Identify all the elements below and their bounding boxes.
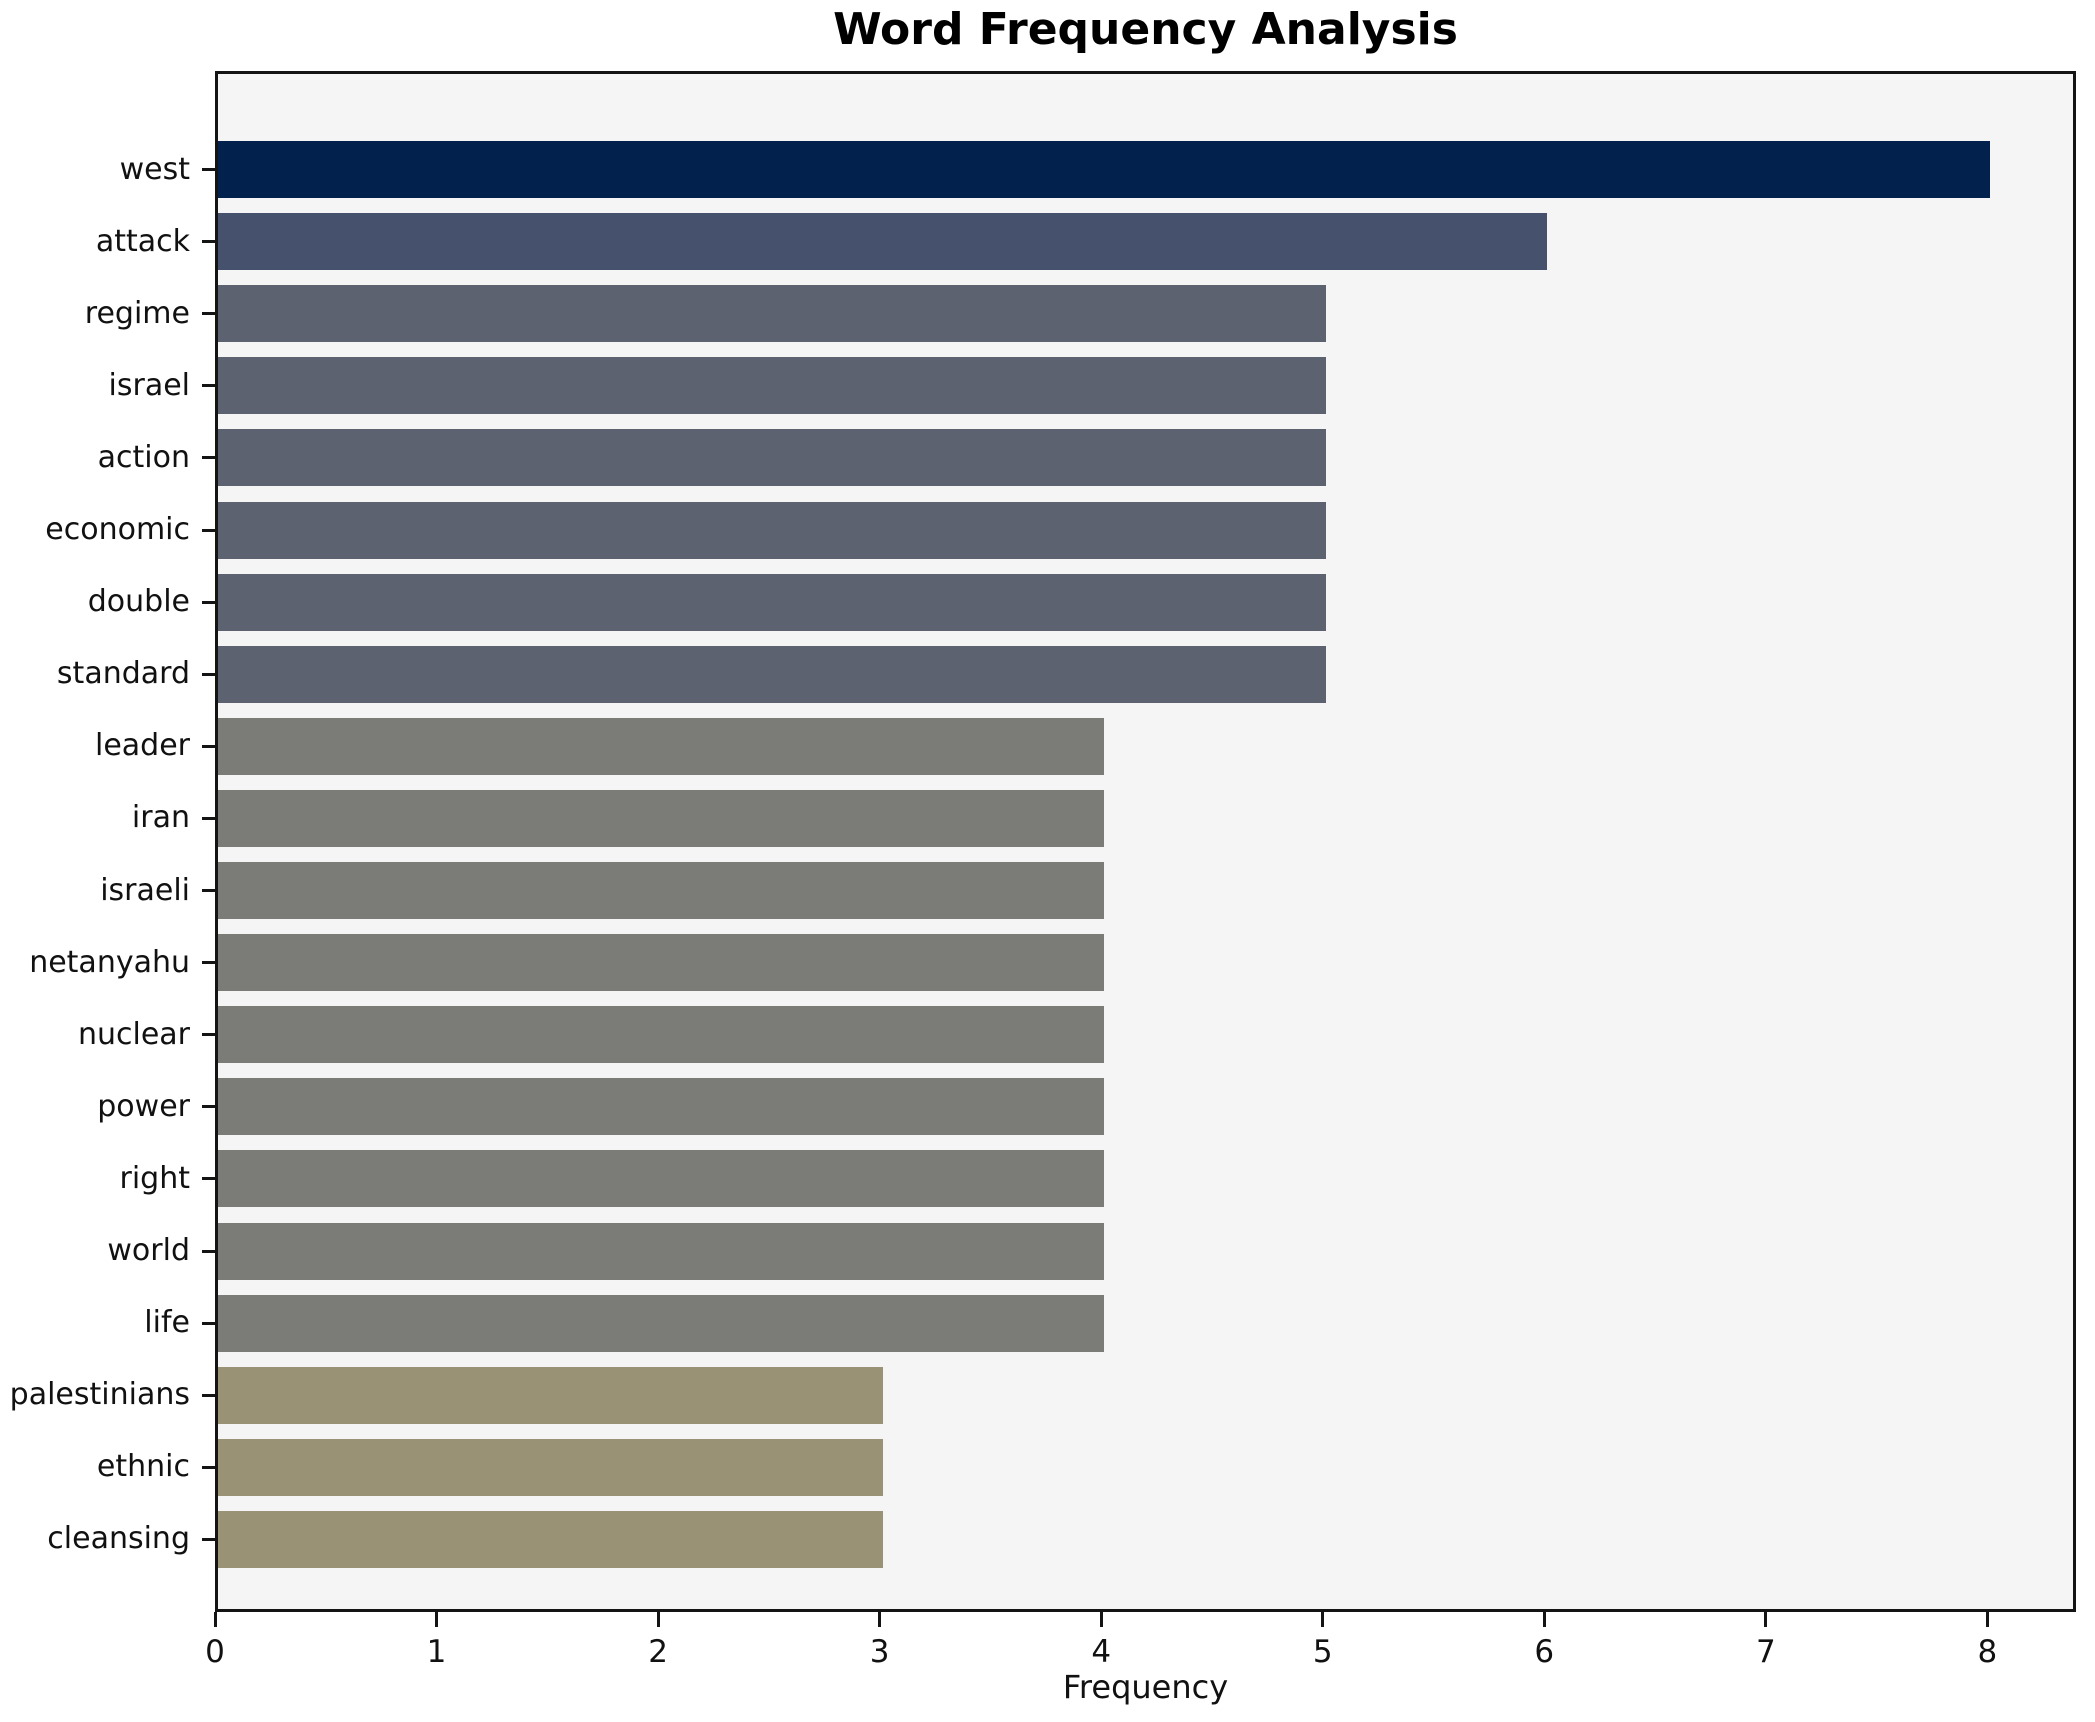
x-axis-label: Frequency — [1062, 1668, 1229, 1706]
xtick-mark — [656, 1612, 660, 1627]
plot-area — [215, 71, 2076, 1612]
bar-power — [218, 1078, 1104, 1136]
xtick-mark — [878, 1612, 882, 1627]
bar-regime — [218, 285, 1326, 343]
ytick-mark — [202, 1393, 215, 1397]
ytick-mark — [202, 240, 215, 244]
xtick-label-7: 7 — [1755, 1634, 1776, 1670]
ytick-mark — [202, 1033, 215, 1037]
bar-standard — [218, 645, 1326, 703]
xtick-mark — [1099, 1612, 1103, 1627]
ytick-label-netanyahu: netanyahu — [29, 944, 190, 980]
chart-title: Word Frequency Analysis — [833, 4, 1458, 55]
ytick-label-iran: iran — [131, 800, 190, 836]
bar-life — [218, 1294, 1104, 1352]
ytick-mark — [202, 312, 215, 316]
ytick-label-power: power — [97, 1088, 190, 1124]
bar-ethnic — [218, 1438, 883, 1496]
ytick-label-action: action — [97, 439, 190, 475]
ytick-label-palestinians: palestinians — [9, 1377, 190, 1413]
ytick-mark — [202, 1465, 215, 1469]
bar-iran — [218, 789, 1104, 847]
bar-israel — [218, 357, 1326, 415]
ytick-mark — [202, 1321, 215, 1325]
ytick-mark — [202, 1105, 215, 1109]
ytick-label-israeli: israeli — [100, 872, 190, 908]
bar-double — [218, 573, 1326, 631]
bar-nuclear — [218, 1006, 1104, 1064]
ytick-label-west: west — [119, 151, 190, 187]
ytick-label-nuclear: nuclear — [77, 1016, 190, 1052]
bar-leader — [218, 717, 1104, 775]
xtick-label-0: 0 — [205, 1634, 225, 1670]
ytick-mark — [202, 456, 215, 460]
xtick-mark — [435, 1612, 439, 1627]
ytick-mark — [202, 1177, 215, 1181]
xtick-mark — [1321, 1612, 1325, 1627]
bar-cleansing — [218, 1510, 883, 1568]
bar-attack — [218, 213, 1547, 271]
xtick-mark — [213, 1612, 217, 1627]
ytick-label-cleansing: cleansing — [47, 1521, 190, 1557]
xtick-mark — [1764, 1612, 1768, 1627]
bar-world — [218, 1222, 1104, 1280]
xtick-label-6: 6 — [1534, 1634, 1555, 1670]
xtick-mark — [1985, 1612, 1989, 1627]
ytick-mark — [202, 384, 215, 388]
bar-israeli — [218, 862, 1104, 919]
xtick-label-8: 8 — [1977, 1634, 1998, 1670]
xtick-label-4: 4 — [1091, 1634, 1112, 1670]
bar-west — [218, 141, 1990, 198]
ytick-label-life: life — [144, 1305, 190, 1341]
bar-right — [218, 1150, 1104, 1208]
bar-netanyahu — [218, 934, 1104, 992]
ytick-mark — [202, 816, 215, 820]
ytick-label-leader: leader — [94, 728, 190, 764]
ytick-label-double: double — [87, 584, 190, 620]
ytick-label-attack: attack — [95, 223, 190, 259]
ytick-mark — [202, 672, 215, 676]
ytick-label-standard: standard — [56, 656, 190, 692]
xtick-mark — [1542, 1612, 1546, 1627]
ytick-mark — [202, 528, 215, 532]
bar-economic — [218, 501, 1326, 559]
bar-palestinians — [218, 1366, 883, 1424]
ytick-label-right: right — [119, 1160, 191, 1196]
ytick-label-world: world — [107, 1233, 190, 1268]
xtick-label-5: 5 — [1312, 1634, 1333, 1670]
ytick-mark — [202, 1537, 215, 1541]
xtick-label-3: 3 — [869, 1634, 890, 1670]
ytick-label-ethnic: ethnic — [96, 1449, 190, 1485]
bar-action — [218, 429, 1326, 487]
xtick-label-1: 1 — [426, 1634, 447, 1670]
ytick-mark — [202, 889, 215, 892]
ytick-mark — [202, 961, 215, 965]
ytick-mark — [202, 1249, 215, 1253]
ytick-label-israel: israel — [108, 367, 190, 403]
ytick-mark — [202, 168, 215, 171]
ytick-mark — [202, 600, 215, 604]
ytick-label-economic: economic — [45, 512, 190, 547]
xtick-label-2: 2 — [648, 1634, 668, 1670]
ytick-label-regime: regime — [84, 295, 190, 331]
ytick-mark — [202, 744, 215, 748]
